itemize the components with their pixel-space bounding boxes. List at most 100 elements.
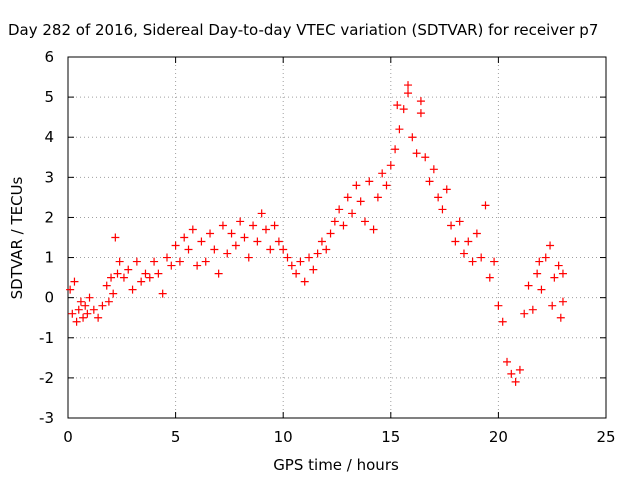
y-tick-label: 2 [44, 208, 54, 226]
data-point [535, 257, 544, 266]
data-point [395, 125, 404, 134]
data-point [150, 257, 159, 266]
data-point [72, 317, 81, 326]
data-point [296, 257, 305, 266]
data-point [171, 241, 180, 250]
data-point [223, 249, 232, 258]
data-point [360, 217, 369, 226]
data-point [511, 377, 520, 386]
data-point [330, 217, 339, 226]
data-point [236, 217, 245, 226]
y-axis-label: SDTVAR / TECUs [8, 176, 26, 299]
data-point [113, 269, 122, 278]
data-point [425, 177, 434, 186]
y-tick-label: 1 [44, 249, 54, 267]
data-point [109, 289, 118, 298]
data-point [348, 209, 357, 218]
data-point [498, 317, 507, 326]
data-point [253, 237, 262, 246]
data-point [477, 253, 486, 262]
data-point [193, 261, 202, 270]
data-point [89, 305, 98, 314]
data-point [231, 241, 240, 250]
data-point [548, 301, 557, 310]
data-point [421, 153, 430, 162]
data-point [244, 253, 253, 262]
y-tick-label: 5 [44, 88, 54, 106]
data-point [249, 221, 258, 230]
data-point [490, 257, 499, 266]
data-point [283, 253, 292, 262]
data-series [66, 81, 567, 386]
data-point [541, 253, 550, 262]
data-point [558, 269, 567, 278]
data-point [279, 245, 288, 254]
x-tick-label: 0 [63, 428, 73, 446]
data-point [494, 301, 503, 310]
data-point [507, 369, 516, 378]
data-point [339, 221, 348, 230]
data-point [141, 269, 150, 278]
data-point [227, 229, 236, 238]
data-point [98, 301, 107, 310]
data-point [451, 237, 460, 246]
data-point [83, 309, 92, 318]
data-point [167, 261, 176, 270]
data-point [309, 265, 318, 274]
data-point [393, 101, 402, 110]
data-point [416, 97, 425, 106]
data-point [266, 245, 275, 254]
data-point [537, 285, 546, 294]
data-point [369, 225, 378, 234]
data-point [472, 229, 481, 238]
y-tick-label: 4 [44, 128, 54, 146]
data-point [184, 245, 193, 254]
data-point [382, 181, 391, 190]
data-point [429, 165, 438, 174]
data-point [274, 237, 283, 246]
data-point [107, 273, 116, 282]
data-point [180, 233, 189, 242]
data-point [300, 277, 309, 286]
data-point [197, 237, 206, 246]
axis-ticks: 0 5 10 15 20 25 -3 -2 -1 0 1 2 3 4 5 6 [39, 48, 616, 446]
data-point [201, 257, 210, 266]
y-tick-label: 6 [44, 48, 54, 66]
plot-frame [67, 56, 607, 419]
data-point [313, 249, 322, 258]
data-point [373, 193, 382, 202]
data-point [520, 309, 529, 318]
data-point [188, 225, 197, 234]
x-axis-label: GPS time / hours [273, 456, 399, 474]
data-point [270, 221, 279, 230]
data-point [408, 133, 417, 142]
data-point [261, 225, 270, 234]
data-point [550, 273, 559, 282]
data-point [214, 269, 223, 278]
data-point [554, 261, 563, 270]
data-point [352, 181, 361, 190]
data-point [111, 233, 120, 242]
data-point [455, 217, 464, 226]
data-point [81, 301, 90, 310]
data-point [137, 277, 146, 286]
data-point [128, 285, 137, 294]
data-point [558, 297, 567, 306]
data-point [158, 289, 167, 298]
data-point [459, 249, 468, 258]
data-point [218, 221, 227, 230]
data-point [468, 257, 477, 266]
data-point [79, 313, 88, 322]
data-point [206, 229, 215, 238]
data-point [481, 201, 490, 210]
data-point [524, 281, 533, 290]
x-tick-label: 15 [381, 428, 400, 446]
data-point [94, 313, 103, 322]
data-point [322, 245, 331, 254]
data-point [416, 109, 425, 118]
data-point [70, 277, 79, 286]
grid-lines [68, 57, 606, 418]
data-point [68, 309, 77, 318]
chart-title: Day 282 of 2016, Sidereal Day-to-day VTE… [8, 21, 598, 39]
